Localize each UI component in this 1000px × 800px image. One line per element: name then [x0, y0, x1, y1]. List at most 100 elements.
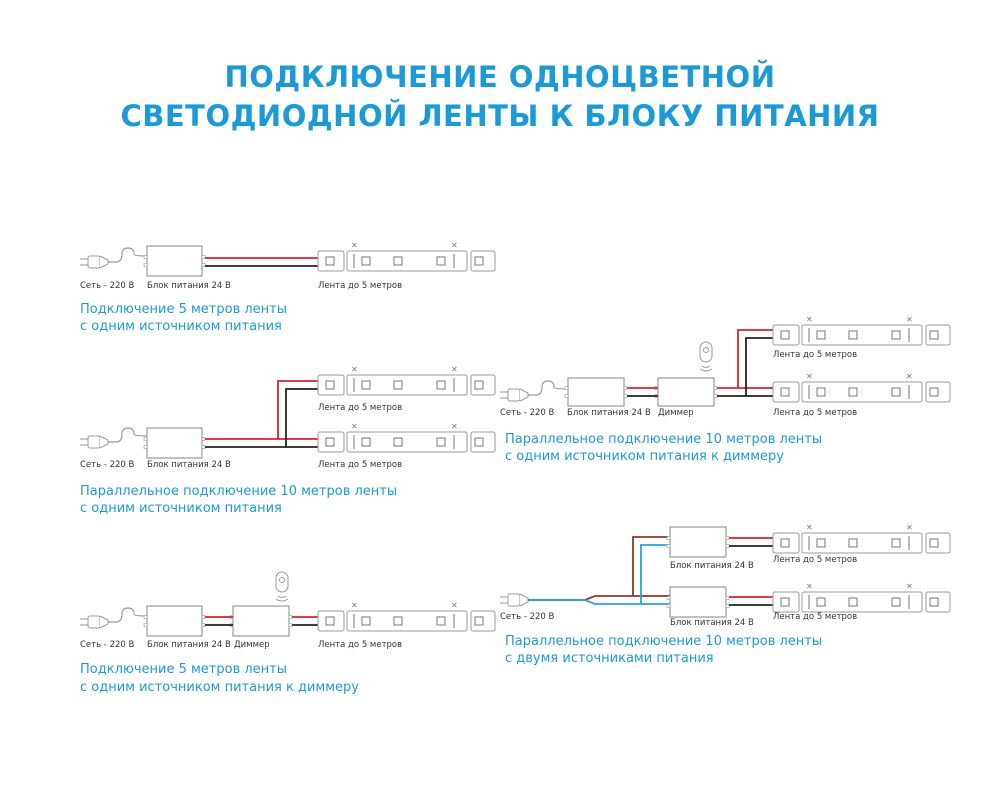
led-chip	[474, 616, 484, 626]
strip-segment	[317, 431, 345, 453]
plug-icon	[80, 435, 109, 449]
led-chip	[929, 538, 939, 548]
led-chip	[361, 437, 371, 447]
plug-body	[507, 593, 521, 607]
strip-label: Лента до 5 метров	[773, 555, 857, 565]
signal-waves	[275, 595, 289, 602]
terminal	[725, 544, 730, 548]
cut-mark-icon: ✕	[906, 523, 913, 532]
strip-label: Лента до 5 метров	[318, 403, 402, 413]
psu-label: Блок питания 24 В	[670, 618, 754, 628]
title-line-2: СВЕТОДИОДНОЙ ЛЕНТЫ К БЛОКУ ПИТАНИЯ	[120, 99, 880, 133]
strip-label: Лента до 5 метров	[318, 281, 402, 291]
terminal	[143, 437, 148, 441]
led-chip	[816, 538, 826, 548]
dimmer-label: Диммер	[234, 640, 270, 650]
led-chip	[436, 256, 446, 266]
diagram-2: Лента до 5 метров Сеть - 220 В Блок пита…	[80, 403, 402, 516]
led-chip	[929, 387, 939, 397]
led-chip	[848, 597, 858, 607]
power-supply	[143, 245, 206, 277]
led-strip: ✕ ✕	[317, 241, 496, 272]
led-strip: ✕ ✕	[317, 422, 496, 453]
led-chip	[393, 380, 403, 390]
led-chip	[891, 597, 901, 607]
terminal	[201, 445, 206, 449]
dimmer	[654, 377, 718, 407]
strip-segment	[801, 532, 923, 554]
strip-label: Лента до 5 метров	[318, 640, 402, 650]
led-chip	[848, 387, 858, 397]
caption-line-2: с двумя источниками питания	[505, 651, 714, 666]
terminal	[143, 615, 148, 619]
terminal	[288, 623, 293, 627]
terminal	[666, 544, 671, 548]
led-strip: ✕ ✕	[772, 582, 951, 613]
remote-button	[279, 577, 285, 583]
led-chip	[436, 437, 446, 447]
wire-positive	[277, 380, 318, 439]
plug-body	[507, 388, 521, 402]
power-cable	[108, 607, 148, 623]
caption-line-1: Подключение 5 метров ленты	[80, 662, 287, 677]
terminal	[623, 386, 628, 390]
plug-icon	[80, 255, 109, 269]
led-chip	[325, 437, 335, 447]
led-chip	[816, 330, 826, 340]
cut-mark-icon: ✕	[906, 372, 913, 381]
led-chip	[325, 616, 335, 626]
title-line-1: ПОДКЛЮЧЕНИЕ ОДНОЦВЕТНОЙ	[224, 60, 776, 94]
dimmer-body	[232, 605, 290, 637]
power-supply	[666, 526, 730, 558]
terminal	[666, 596, 671, 600]
led-chip	[929, 330, 939, 340]
cut-mark-icon: ✕	[451, 365, 458, 374]
cut-mark-icon: ✕	[906, 582, 913, 591]
led-strip: ✕ ✕	[772, 523, 951, 554]
strip-segment	[772, 532, 800, 554]
mains-label: Сеть - 220 В	[500, 408, 555, 418]
led-chip	[436, 616, 446, 626]
plug-neck	[99, 615, 109, 629]
cut-mark-icon: ✕	[451, 601, 458, 610]
terminal	[666, 604, 671, 608]
terminal	[713, 386, 718, 390]
led-chip	[848, 538, 858, 548]
power-supply-body	[146, 427, 203, 459]
terminal	[143, 263, 148, 267]
led-chip	[816, 597, 826, 607]
caption-line-1: Параллельное подключение 10 метров ленты	[80, 484, 397, 499]
cut-mark-icon: ✕	[351, 601, 358, 610]
terminal	[725, 596, 730, 600]
plug-neck	[99, 255, 109, 269]
psu-label: Блок питания 24 В	[567, 408, 651, 418]
cut-mark-icon: ✕	[806, 523, 813, 532]
psu-label: Блок питания 24 В	[147, 281, 231, 291]
power-cable	[108, 247, 148, 263]
terminal	[201, 615, 206, 619]
caption-line-1: Подключение 5 метров ленты	[80, 302, 287, 317]
led-chip	[474, 256, 484, 266]
strip-segment	[801, 591, 923, 613]
diagram-4: Лента до 5 метров Сеть - 220 В Блок пита…	[500, 350, 857, 464]
terminal	[564, 394, 569, 398]
terminal	[564, 386, 569, 390]
cut-mark-icon: ✕	[806, 372, 813, 381]
caption-line-2: с одним источником питания к диммеру	[505, 449, 784, 464]
dimmer-body	[657, 377, 715, 407]
terminal	[623, 394, 628, 398]
strip-segment	[317, 374, 345, 396]
remote-control-icon	[699, 341, 713, 372]
terminal	[201, 263, 206, 267]
mains-label: Сеть - 220 В	[80, 460, 135, 470]
cut-mark-icon: ✕	[351, 365, 358, 374]
psu-label: Блок питания 24 В	[147, 460, 231, 470]
strip-segment	[801, 381, 923, 403]
strip-label: Лента до 5 метров	[318, 460, 402, 470]
remote-button	[703, 347, 709, 353]
power-supply-body	[669, 586, 727, 618]
cut-mark-icon: ✕	[906, 315, 913, 324]
mains-label: Сеть - 220 В	[80, 281, 135, 291]
led-chip	[780, 538, 790, 548]
